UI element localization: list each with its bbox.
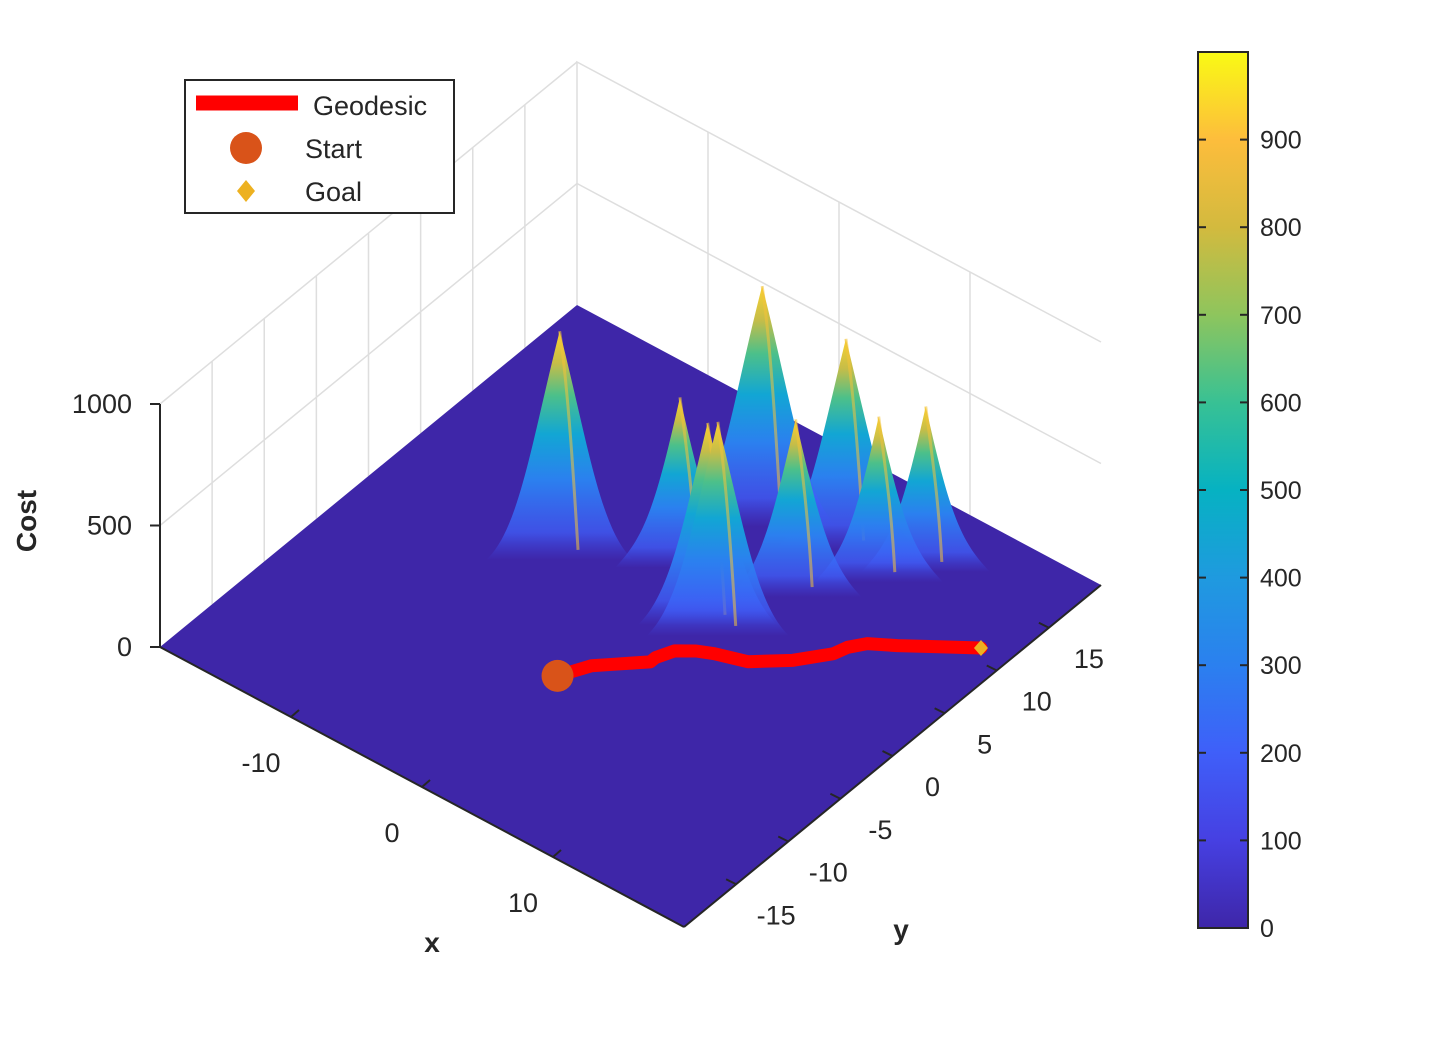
legend: Geodesic Start Goal [184, 79, 455, 214]
y-tick-label: 0 [925, 772, 940, 802]
cost-peak [646, 421, 790, 636]
y-tick [777, 835, 789, 843]
colorbar-tick-label: 200 [1260, 740, 1302, 768]
y-tick [934, 707, 946, 715]
z-tick-label: 1000 [72, 389, 132, 419]
peak-highlight [877, 416, 897, 573]
floor-layer [160, 305, 1101, 927]
goal-marker [973, 639, 988, 656]
z-tick-label: 0 [117, 632, 132, 662]
legend-goal-marker [237, 180, 255, 202]
z-grid-line [159, 182, 1102, 527]
colorbar-tick-label: 900 [1260, 127, 1302, 155]
cost-peak [729, 419, 862, 598]
colorbar-ticks: 0 100 200 300 400 500 600 700 800 900 [1198, 127, 1302, 943]
colorbar: 0 100 200 300 400 500 600 700 800 900 [1197, 51, 1302, 943]
y-axis-title: y [893, 914, 909, 945]
start-marker [541, 659, 574, 692]
x-tick [421, 779, 431, 788]
x-tick [552, 849, 562, 858]
y-tick-label: -10 [809, 858, 848, 888]
y-tick-label: 5 [977, 729, 992, 759]
colorbar-tick-label: 800 [1260, 214, 1302, 242]
y-tick-label: -15 [757, 900, 796, 930]
peak-highlight [716, 421, 738, 627]
colorbar-tick-label: 400 [1260, 565, 1302, 593]
colorbar-tick-label: 300 [1260, 652, 1302, 680]
x-tick-label: 10 [508, 888, 538, 918]
x-tick [290, 709, 300, 718]
cost-peak [486, 331, 634, 560]
colorbar-tick-label: 0 [1260, 915, 1274, 943]
y-tick [725, 878, 737, 886]
y-tick [986, 664, 998, 672]
y-tick [1038, 621, 1050, 629]
axis-layer: -10 0 10 -15 -10 -5 0 5 10 15 0 500 1000 [72, 389, 1104, 930]
x-axis-title: x [424, 927, 440, 958]
z-axis-title: Cost [11, 490, 42, 552]
legend-start-label: Start [305, 134, 363, 164]
x-tick-label: 0 [384, 818, 399, 848]
geodesic-line [551, 637, 988, 683]
peak-highlight [794, 419, 814, 588]
peak-highlight [924, 406, 944, 563]
y-tick [829, 792, 841, 800]
peak-highlight [558, 330, 580, 550]
z-tick-label: 500 [87, 511, 132, 541]
cost-peak [814, 416, 944, 583]
legend-start-marker [230, 132, 262, 164]
y-tick [882, 750, 893, 757]
legend-goal-label: Goal [305, 177, 362, 207]
y-tick-label: -5 [868, 815, 892, 845]
cost-floor [160, 305, 1101, 927]
x-tick-label: -10 [241, 748, 280, 778]
peak-layer [486, 285, 991, 636]
legend-geodesic-label: Geodesic [313, 91, 427, 121]
colorbar-tick-label: 600 [1260, 389, 1302, 417]
grid-layer [159, 60, 1102, 605]
colorbar-tick-label: 700 [1260, 302, 1302, 330]
colorbar-tick-label: 500 [1260, 477, 1302, 505]
path-layer [541, 637, 988, 692]
colorbar-tick-label: 100 [1260, 827, 1302, 855]
y-tick-label: 10 [1022, 687, 1052, 717]
y-tick-label: 15 [1074, 644, 1104, 674]
